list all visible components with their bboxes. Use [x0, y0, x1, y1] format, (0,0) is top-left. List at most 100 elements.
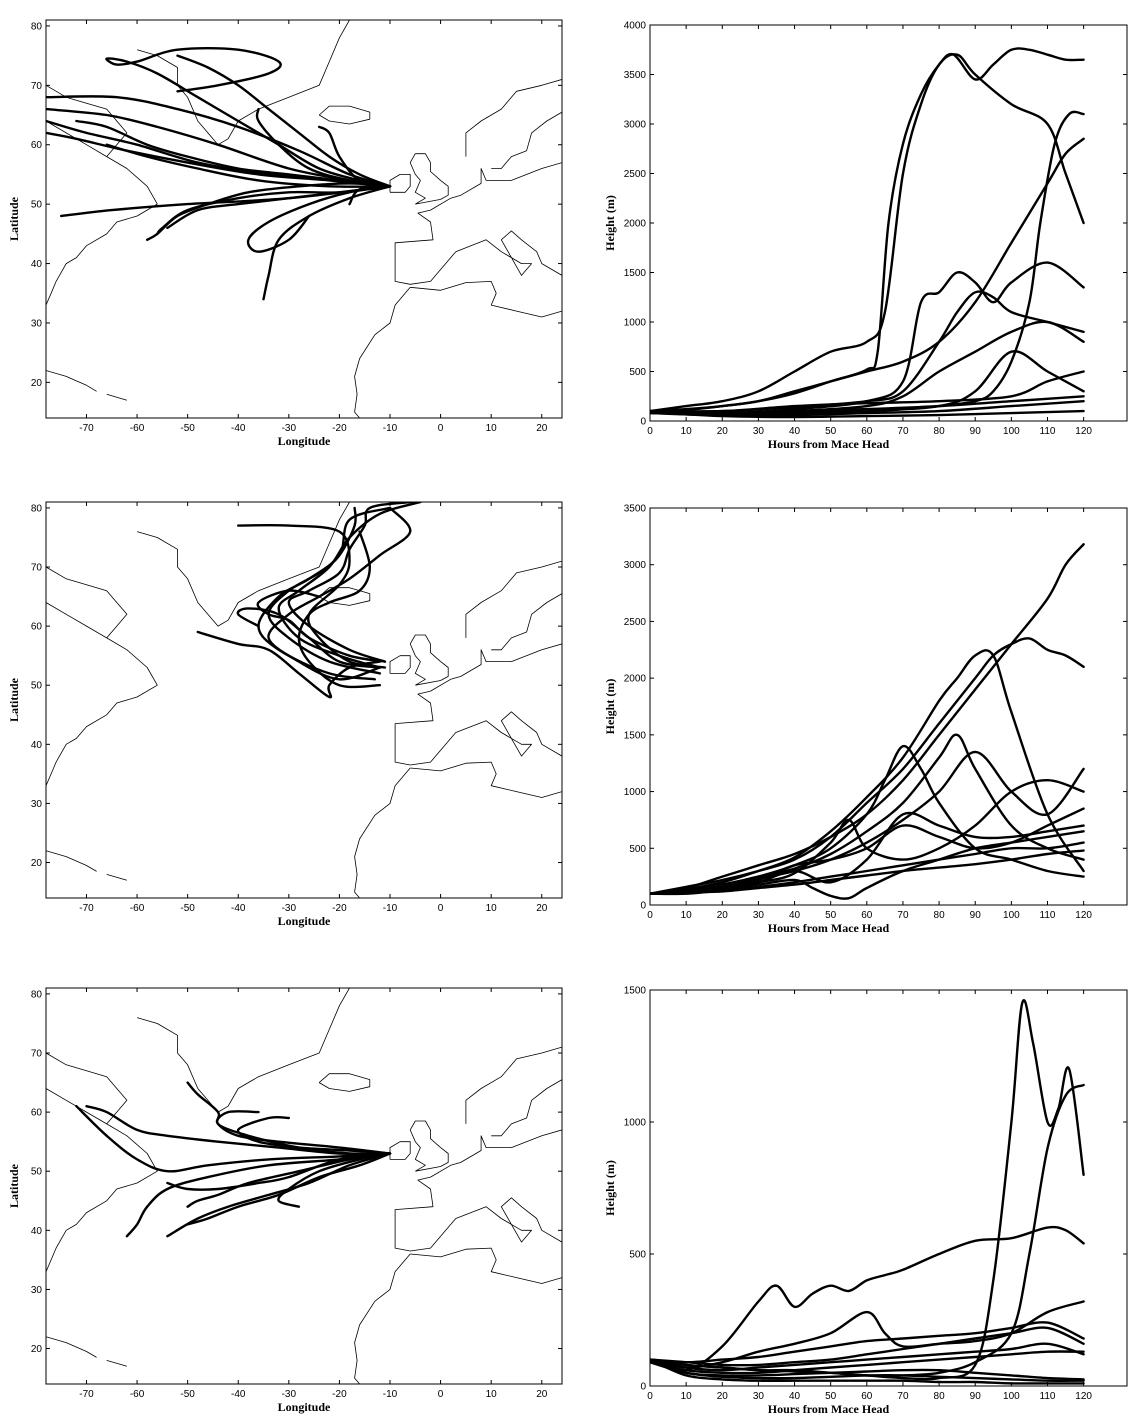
x-tick-label: 20 [717, 426, 729, 437]
x-tick-label: 90 [970, 910, 982, 921]
x-tick-label: -50 [180, 903, 195, 914]
y-tick-label: 40 [31, 1226, 43, 1237]
x-tick-label: 120 [1075, 910, 1092, 921]
height-series-line [650, 395, 1085, 415]
map-1-panel: -70 -60 -50 -40 -30 -20 -10 0 10 20 20 30 40 50 60 70 80… [7, 19, 563, 448]
x-tick-label: 120 [1075, 1391, 1092, 1402]
x-tick-label: -40 [231, 423, 246, 434]
y-tick-label: 1000 [624, 787, 647, 798]
height-1-panel: 0 10 20 30 40 50 60 70 80 90 100 110 120 0 500 1000 1500… [603, 21, 1128, 451]
x-tick-label: -50 [180, 423, 195, 434]
coastline-segment [394, 643, 562, 766]
y-axis-label: Latitude [7, 677, 21, 722]
trajectory-line [75, 1105, 392, 1173]
x-tick-label: 0 [647, 426, 653, 437]
x-tick-label: 80 [934, 1391, 946, 1402]
x-tick-label: 90 [970, 426, 982, 437]
height-series-line [650, 649, 1085, 895]
coastline-segment [46, 566, 128, 639]
height-series-line [650, 733, 1085, 895]
series-group [650, 47, 1085, 419]
y-tick-label: 1000 [624, 1118, 647, 1129]
y-axis-label: Height (m) [603, 679, 617, 735]
x-tick-label: 10 [486, 903, 498, 914]
y-tick-label: 30 [31, 799, 43, 810]
x-tick-label: -40 [231, 903, 246, 914]
trajectory-line [186, 1152, 392, 1226]
x-tick-label: 110 [1040, 910, 1056, 921]
x-tick-label: -70 [79, 903, 94, 914]
series-group [650, 999, 1085, 1385]
series-group [650, 543, 1085, 900]
height-3-panel: 0 10 20 30 40 50 60 70 80 90 100 110 120 0 500 1000 1500… [603, 986, 1128, 1416]
trajectory-line [105, 47, 392, 188]
y-tick-label: 0 [640, 1382, 646, 1393]
y-axis-label: Latitude [7, 196, 21, 241]
y-tick-label: 20 [31, 378, 43, 389]
coastline-segment [106, 874, 128, 881]
x-tick-label: -70 [79, 423, 94, 434]
trajectory-line [256, 589, 387, 663]
y-tick-label: 30 [31, 318, 43, 329]
coastline-segment [106, 393, 128, 401]
coastline-segment [106, 1360, 128, 1367]
trajectory-line [186, 1081, 392, 1155]
coastline-segment [46, 850, 97, 872]
x-tick-label: 80 [934, 910, 946, 921]
height-series-line [650, 1326, 1085, 1367]
trajectory-line [186, 1152, 392, 1208]
x-tick-label: 100 [1003, 910, 1020, 921]
y-tick-label: 1500 [624, 986, 647, 997]
x-tick-label: 100 [1003, 426, 1020, 437]
coastline-basemap [46, 20, 562, 418]
coastline-segment [318, 105, 371, 125]
coastline-segment [354, 287, 411, 418]
x-tick-label: -20 [332, 423, 347, 434]
x-tick-label: -10 [383, 1389, 398, 1400]
y-tick-label: 80 [31, 21, 43, 32]
x-tick-label: -40 [231, 1389, 246, 1400]
x-tick-label: 0 [647, 910, 653, 921]
height-series-line [650, 1225, 1085, 1372]
trajectory-line [246, 185, 392, 253]
x-tick-label: 60 [861, 910, 873, 921]
height-series-line [650, 830, 1085, 900]
x-tick-label: 50 [825, 426, 837, 437]
y-axis-label: Height (m) [603, 195, 617, 251]
x-tick-label: 10 [681, 1391, 693, 1402]
y-axis-label: Latitude [7, 1163, 21, 1208]
height-series-line [650, 320, 1085, 415]
coastline-segment [136, 20, 350, 146]
x-tick-label: -10 [383, 903, 398, 914]
x-tick-label: 90 [970, 1391, 982, 1402]
height-series-line [650, 1358, 1085, 1381]
coastline-segment [394, 1129, 562, 1252]
y-tick-label: 1500 [624, 268, 647, 279]
y-tick-label: 40 [31, 740, 43, 751]
height-series-line [650, 849, 1085, 895]
y-tick-label: 2500 [624, 169, 647, 180]
x-axis-label: Longitude [278, 914, 331, 928]
trajectory-line [60, 185, 392, 218]
trajectory-line [176, 54, 392, 188]
coastline-segment [46, 120, 158, 306]
trajectory-line [267, 506, 412, 681]
x-tick-label: 10 [681, 426, 693, 437]
y-tick-label: 60 [31, 1108, 43, 1119]
x-tick-label: 70 [897, 426, 909, 437]
y-tick-label: 70 [31, 563, 43, 574]
y-tick-label: 4000 [624, 21, 647, 32]
y-tick-label: 80 [31, 503, 43, 514]
coastline-segment [354, 767, 411, 898]
x-tick-label: 20 [717, 1391, 729, 1402]
trajectory-line [166, 1152, 392, 1238]
x-tick-label: 10 [681, 910, 693, 921]
y-tick-label: 30 [31, 1285, 43, 1296]
y-tick-label: 0 [640, 901, 646, 912]
y-axis-label: Height (m) [603, 1160, 617, 1216]
trajectory-line [348, 185, 392, 206]
axes-frame [649, 507, 1128, 906]
coastline-segment [46, 1052, 128, 1125]
y-tick-label: 80 [31, 989, 43, 1000]
x-tick-label: -20 [332, 903, 347, 914]
